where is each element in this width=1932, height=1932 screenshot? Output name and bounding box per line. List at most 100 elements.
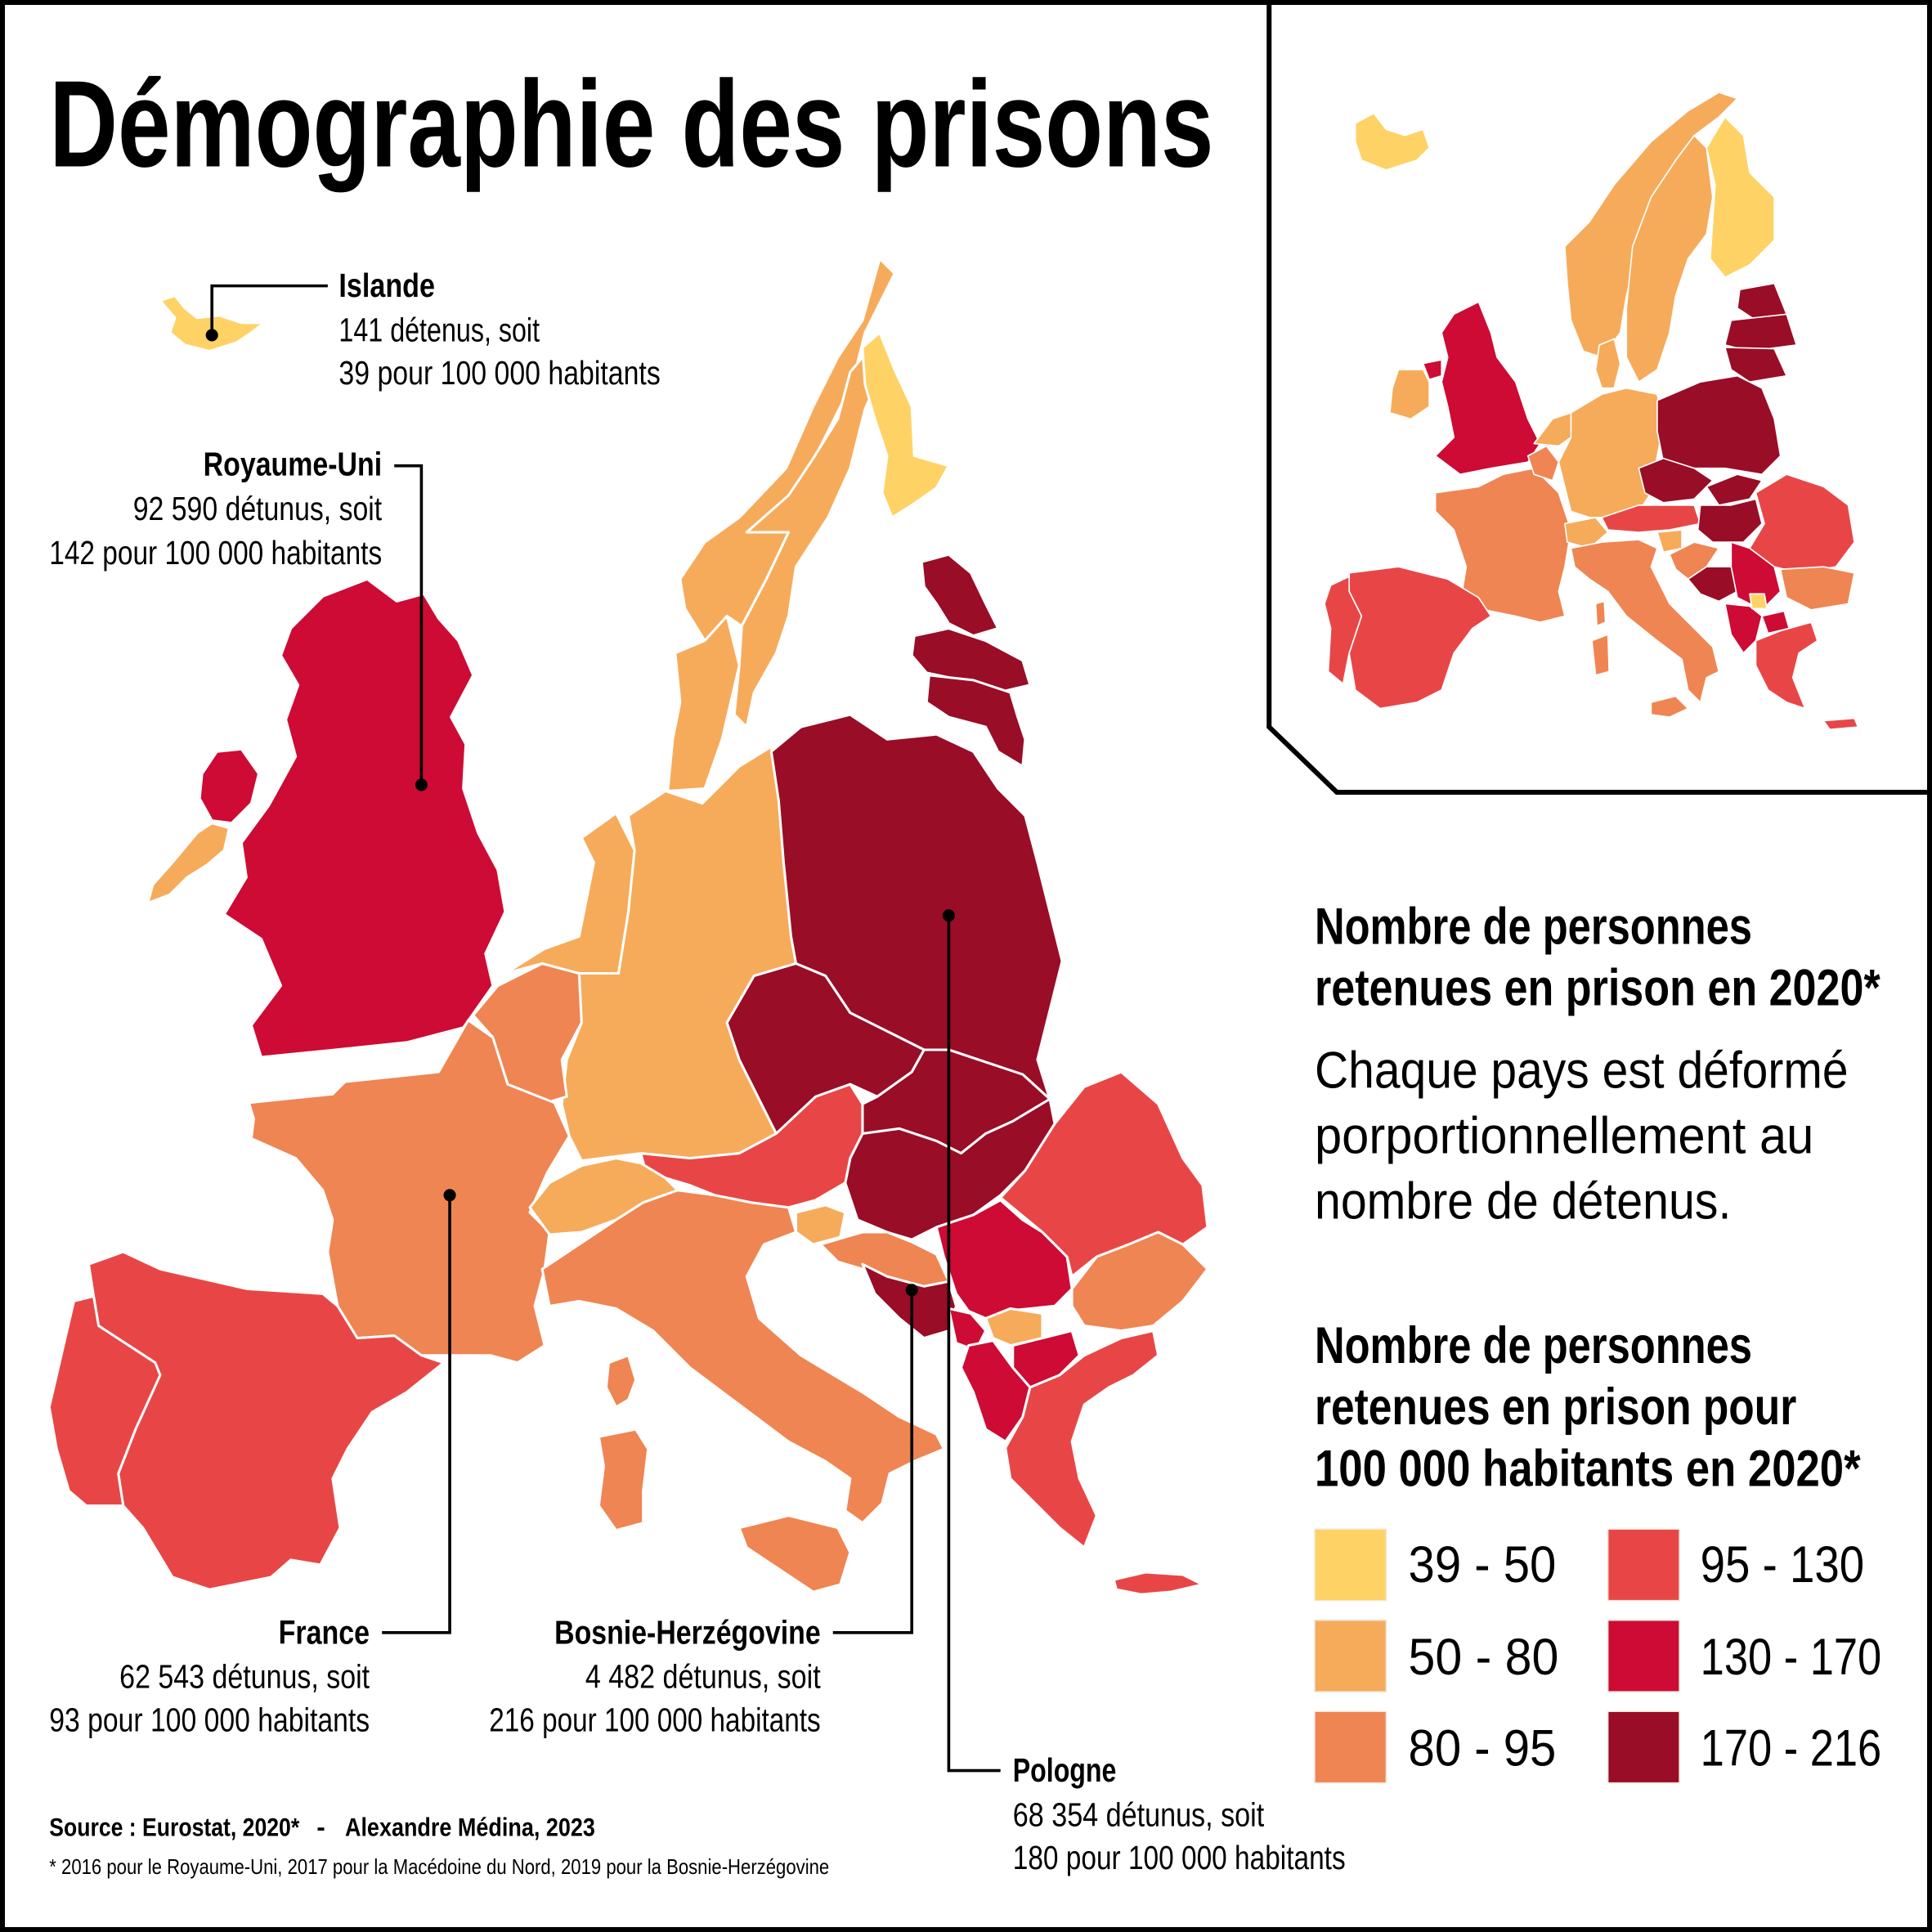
callout-iceland-count: 141 détenus, soit [338, 311, 540, 348]
legend-swatch-130-170 [1607, 1619, 1680, 1692]
inset-country-sardinia [1591, 634, 1610, 676]
source-credit: Source : Eurostat, 2020* [49, 1812, 300, 1841]
marker-dot-poland [942, 909, 955, 922]
inset-country-latvia [1724, 313, 1798, 352]
country-norway [679, 257, 896, 643]
inset-country-corsica [1594, 600, 1607, 627]
callout-iceland-name: Islande [338, 267, 435, 304]
callout-bosnia-count: 4 482 détunus, soit [585, 1658, 821, 1696]
inset-country-italy [1570, 539, 1720, 703]
callout-france-count: 62 543 détunus, soit [119, 1658, 370, 1696]
inset-country-sicily [1650, 695, 1689, 718]
legend-swatch-95-130 [1607, 1528, 1680, 1602]
inset-country-sweden [1625, 134, 1714, 383]
callout-uk-count: 92 590 détunus, soit [133, 490, 382, 527]
callout-france-rate: 93 pour 100 000 habitants [49, 1701, 370, 1738]
inset-country-iceland [1354, 112, 1430, 171]
inset-frame [1266, 0, 1932, 796]
legend-swatch-50-80 [1314, 1619, 1387, 1692]
country-albania [959, 1339, 1032, 1443]
main-cartogram [47, 257, 1209, 1596]
legend-label-80-95: 80 - 95 [1409, 1720, 1557, 1777]
inset-country-greece [1755, 621, 1818, 710]
callout-uk-name: Royaume-Uni [204, 446, 383, 483]
country-bulgaria [1070, 1230, 1209, 1333]
country-ireland [146, 822, 231, 905]
footer: Source : Eurostat, 2020* - Alexandre Méd… [49, 1812, 829, 1879]
leader-line-poland [947, 915, 1001, 1773]
country-montenegro [947, 1307, 988, 1352]
leader-line-bosnia [832, 1289, 913, 1634]
country-lithuania [925, 674, 1027, 768]
inset-country-denmark [1594, 338, 1621, 389]
legend-swatch-80-95 [1314, 1710, 1387, 1784]
callout-bosnia-rate: 216 pour 100 000 habitants [489, 1701, 820, 1738]
inset-country-slovakia [1706, 473, 1763, 506]
inset-country-kosovo [1749, 593, 1768, 610]
legend-label-95-130: 95 - 130 [1701, 1536, 1864, 1594]
inset-map [1324, 92, 1859, 730]
country-greece [1004, 1329, 1160, 1549]
country-sicily [737, 1514, 852, 1594]
inset-country-finland [1706, 116, 1775, 278]
legend-label-50-80: 50 - 80 [1409, 1629, 1559, 1686]
country-sweden [733, 356, 884, 728]
country-italy [540, 1189, 945, 1525]
leader-line-france [382, 1195, 451, 1634]
legend-label-130-170: 130 - 170 [1701, 1629, 1882, 1686]
callout-iceland: Islande 141 détenus, soit 39 pour 100 00… [338, 267, 660, 392]
inset-country-hungary [1697, 498, 1763, 543]
inset-country-lithuania [1724, 347, 1788, 383]
country-latvia [910, 627, 1032, 694]
inset-country-switzerland [1564, 517, 1609, 549]
callout-poland-count: 68 354 détunus, soit [1013, 1795, 1264, 1833]
inset-country-northern-ireland [1422, 359, 1443, 380]
country-croatia [819, 1230, 950, 1288]
credit-separator: - [316, 1812, 325, 1841]
legend-label-170-216: 170 - 216 [1701, 1720, 1882, 1777]
legend-swatch-170-216 [1607, 1710, 1680, 1784]
country-corsica [604, 1354, 638, 1409]
legend-description-line-2: porportionnellement au [1315, 1108, 1813, 1165]
callout-france: France 62 543 détunus, soit 93 pour 100 … [49, 1613, 370, 1738]
marker-dot-iceland [205, 329, 218, 342]
country-denmark [666, 615, 741, 793]
legend-heading-2-line-3: 100 000 habitants en 2020* [1315, 1440, 1861, 1497]
callout-bosnia: Bosnie-Herzégovine 4 482 détunus, soit 2… [489, 1613, 820, 1738]
country-slovenia [795, 1204, 847, 1246]
marker-dot-bosnia [905, 1284, 918, 1297]
legend-description-line-3: nombre de détenus. [1315, 1172, 1731, 1230]
country-united-kingdom [222, 577, 507, 1059]
inset-country-france [1434, 467, 1572, 623]
leader-line-uk [394, 464, 424, 785]
author-credit: Alexandre Médina, 2023 [345, 1812, 595, 1841]
callout-uk: Royaume-Uni 92 590 détunus, soit 142 pou… [49, 446, 382, 572]
footnote: * 2016 pour le Royaume-Uni, 2017 pour la… [49, 1856, 829, 1879]
inset-country-portugal [1324, 576, 1363, 685]
inset-country-romania [1749, 473, 1855, 574]
page-title: Démographie des prisons [49, 55, 1213, 192]
legend-heading-1-line-1: Nombre de personnes [1315, 898, 1752, 955]
callout-bosnia-name: Bosnie-Herzégovine [554, 1613, 821, 1651]
inset-country-czechia [1638, 457, 1714, 504]
callout-poland: Pologne 68 354 détunus, soit 180 pour 10… [1013, 1751, 1346, 1876]
inset-country-poland [1656, 374, 1782, 476]
inset-country-ireland [1389, 369, 1430, 420]
legend: Nombre de personnes retenues en prison e… [1314, 898, 1882, 1784]
legend-swatch-39-50 [1314, 1528, 1387, 1602]
country-romania [999, 1070, 1209, 1278]
callout-poland-name: Pologne [1013, 1751, 1117, 1789]
inset-country-belgium [1526, 445, 1560, 482]
legend-description-line-1: Chaque pays est déformé [1315, 1042, 1849, 1100]
country-switzerland [528, 1157, 679, 1236]
callout-france-name: France [279, 1613, 370, 1651]
legend-heading-1-line-2: retenues en prison en 2020* [1315, 960, 1880, 1017]
country-estonia [920, 553, 1000, 638]
marker-dot-uk [415, 778, 428, 791]
country-portugal [47, 1294, 162, 1508]
marker-dot-france [443, 1189, 456, 1202]
legend-heading-2-line-1: Nombre de personnes [1315, 1317, 1752, 1374]
inset-country-united-kingdom [1434, 301, 1541, 476]
country-france [247, 1019, 571, 1365]
country-sardinia [597, 1428, 650, 1532]
